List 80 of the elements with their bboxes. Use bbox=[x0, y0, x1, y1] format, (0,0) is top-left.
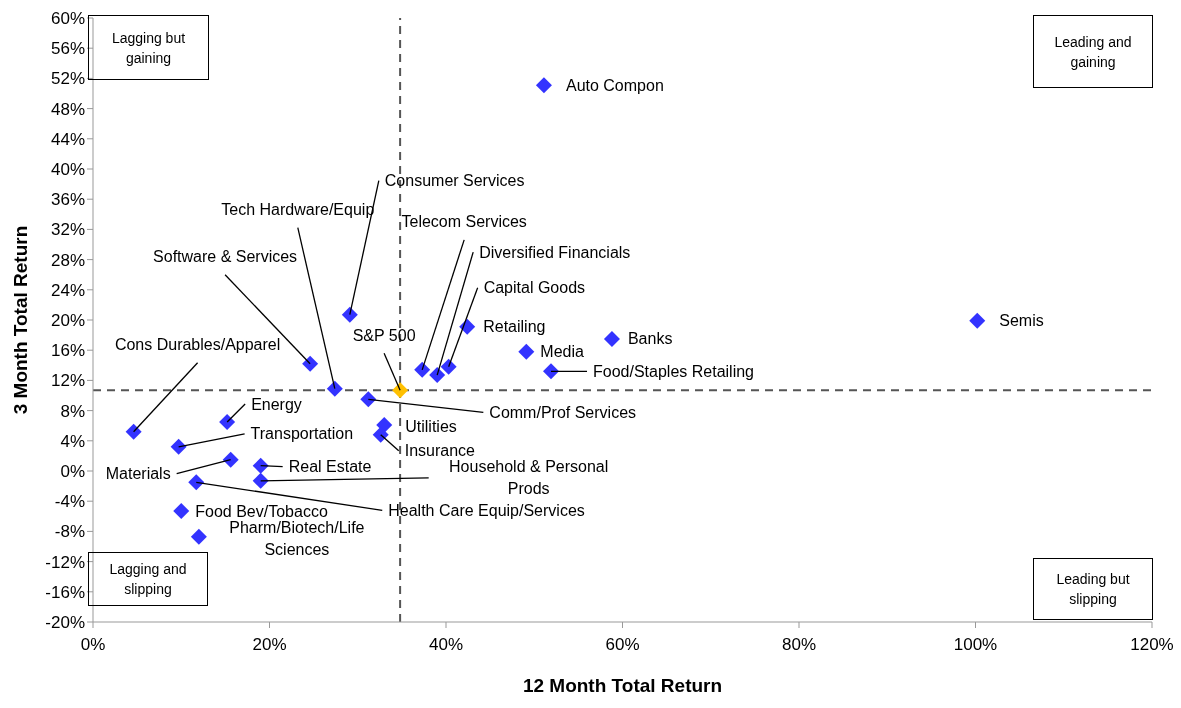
y-tick-label: 12% bbox=[50, 371, 85, 391]
y-tick-label: 28% bbox=[50, 250, 85, 270]
point bbox=[188, 474, 205, 491]
point bbox=[341, 306, 358, 323]
text: Telecom Services bbox=[401, 213, 527, 231]
point bbox=[302, 355, 319, 372]
series-label: Utilities bbox=[405, 417, 457, 435]
y-tick-label: -20% bbox=[45, 613, 85, 633]
text: Household & Personal Prods bbox=[449, 458, 609, 498]
y-tick-label: 52% bbox=[50, 69, 85, 89]
point bbox=[535, 77, 552, 94]
x-tick-label: 40% bbox=[428, 635, 464, 655]
y-tick-label: 20% bbox=[50, 311, 85, 331]
annotation: Leading but slipping bbox=[1056, 570, 1130, 609]
point bbox=[440, 358, 457, 375]
point bbox=[125, 423, 142, 440]
x-tick-label: 120% bbox=[1130, 635, 1174, 655]
x-tick-label: 100% bbox=[953, 635, 998, 655]
y-tick-label: 44% bbox=[50, 129, 85, 149]
y-tick-label: 40% bbox=[50, 160, 85, 180]
point bbox=[173, 503, 190, 520]
y-tick-label: 60% bbox=[50, 9, 85, 29]
annotation: Leading and gaining bbox=[1054, 32, 1132, 72]
text: Transportation bbox=[250, 425, 354, 443]
point bbox=[222, 451, 239, 468]
text: Consumer Services bbox=[384, 172, 525, 190]
annotation: Lagging but gaining bbox=[111, 28, 186, 68]
y-tick-label: 32% bbox=[50, 220, 85, 240]
y-tick-label: 4% bbox=[60, 431, 85, 451]
series-label: Real Estate bbox=[288, 458, 372, 476]
point bbox=[603, 330, 620, 347]
annotation: Lagging and slipping bbox=[109, 560, 187, 599]
point bbox=[170, 438, 187, 455]
point bbox=[372, 426, 389, 443]
y-axis-title: 3 Month Total Return bbox=[9, 225, 31, 415]
text: Health Care Equip/Services bbox=[388, 501, 585, 519]
point bbox=[219, 413, 236, 430]
point bbox=[969, 312, 986, 329]
y-tick-label: 48% bbox=[50, 99, 85, 119]
series-label: Semis bbox=[999, 312, 1044, 330]
text: Cons Durables/Apparel bbox=[114, 336, 281, 354]
y-tick-label: 56% bbox=[50, 39, 85, 59]
text: Food/Staples Retailing bbox=[593, 362, 754, 380]
series-label: Energy bbox=[251, 395, 302, 413]
text: Comm/Prof Services bbox=[489, 403, 637, 421]
y-tick-label: 24% bbox=[50, 280, 85, 300]
x-tick-label: 0% bbox=[80, 635, 106, 655]
point bbox=[252, 472, 269, 489]
y-tick-label: 0% bbox=[60, 462, 85, 482]
series-label: Media bbox=[540, 343, 584, 361]
point bbox=[326, 380, 343, 397]
series-label: Retailing bbox=[483, 318, 546, 336]
point bbox=[543, 363, 560, 380]
text: Diversified Financials bbox=[479, 243, 631, 261]
text: Materials bbox=[105, 465, 171, 483]
point bbox=[392, 382, 409, 399]
x-axis-title: 12 Month Total Return bbox=[522, 675, 723, 696]
point bbox=[360, 391, 377, 408]
y-tick-label: 8% bbox=[60, 401, 85, 421]
x-tick-label: 60% bbox=[605, 635, 640, 655]
text: Capital Goods bbox=[483, 279, 586, 297]
series-label: Insurance bbox=[404, 442, 476, 460]
text: S&P 500 bbox=[352, 326, 416, 344]
y-tick-label: 36% bbox=[50, 190, 85, 210]
y-tick-label: -4% bbox=[54, 492, 85, 512]
point bbox=[190, 528, 207, 545]
series-label: Pharm/Biotech/Life Sciences bbox=[229, 519, 365, 559]
x-tick-label: 80% bbox=[781, 635, 817, 655]
y-tick-label: -12% bbox=[45, 552, 85, 572]
y-tick-label: -16% bbox=[45, 582, 85, 602]
y-tick-label: -8% bbox=[54, 522, 85, 542]
point bbox=[518, 343, 535, 360]
y-tick-label: 16% bbox=[50, 341, 85, 361]
series-label: Auto Compon bbox=[565, 76, 664, 94]
text: Software & Services bbox=[153, 248, 298, 266]
point bbox=[414, 361, 431, 378]
point bbox=[429, 367, 446, 384]
x-tick-label: 20% bbox=[252, 635, 287, 655]
series-label: Food Bev/Tobacco bbox=[195, 502, 328, 520]
series-label: Banks bbox=[627, 330, 673, 348]
